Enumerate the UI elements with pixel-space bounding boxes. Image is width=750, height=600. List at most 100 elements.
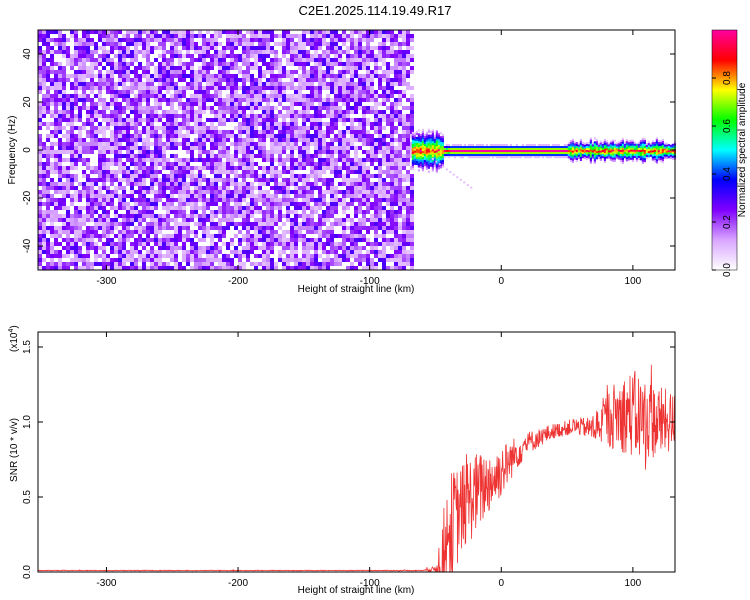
spectrogram-cell <box>342 70 346 74</box>
spectrogram-cell <box>378 190 382 194</box>
spectrogram-cell <box>110 42 114 46</box>
spectrogram-cell <box>358 158 362 162</box>
spectrogram-cell <box>274 198 278 202</box>
spectrogram-cell <box>78 126 82 130</box>
spectrogram-cell <box>214 182 218 186</box>
spectrogram-cell <box>90 78 94 82</box>
spectrogram-cell <box>214 82 218 86</box>
spectrogram-cell <box>238 102 242 106</box>
spectrogram-cell <box>214 78 218 82</box>
spectrogram-cell <box>178 34 182 38</box>
spectrogram-cell <box>394 238 398 242</box>
spectrogram-cell <box>310 66 314 70</box>
spectrogram-cell <box>378 114 382 118</box>
spectrogram-cell <box>258 234 262 238</box>
spectrogram-cell <box>110 34 114 38</box>
spectrogram-cell <box>46 98 50 102</box>
spectrogram-cell <box>398 254 402 258</box>
spectrogram-cell <box>306 94 310 98</box>
spectrogram-cell <box>342 42 346 46</box>
spectrogram-cell <box>258 230 262 234</box>
spectrogram-cell <box>250 170 254 174</box>
spectrogram-cell <box>42 186 46 190</box>
spectrogram-cell <box>455 154 458 157</box>
spectrogram-cell <box>406 42 410 46</box>
spectrogram-cell <box>110 82 114 86</box>
spectrogram-cell <box>234 74 238 78</box>
spectrogram-cell <box>421 147 424 150</box>
spectrogram-cell <box>86 94 90 98</box>
spectrogram-cell <box>286 134 290 138</box>
spectrogram-cell <box>410 202 414 206</box>
spectrogram-cell <box>222 150 226 154</box>
spectrogram-cell <box>354 150 358 154</box>
spectrogram-cell <box>378 170 382 174</box>
spectrogram-cell <box>334 242 338 246</box>
spectrogram-cell <box>90 38 94 42</box>
spectrogram-cell <box>326 42 330 46</box>
spectrogram-cell <box>431 129 434 132</box>
spectrogram-cell <box>437 133 440 136</box>
spectrogram-cell <box>50 166 54 170</box>
spectrogram-cell <box>122 206 126 210</box>
spectrogram-cell <box>42 58 46 62</box>
spectrogram-cell <box>134 118 138 122</box>
spectrogram-cell <box>114 218 118 222</box>
spectrogram-cell <box>346 62 350 66</box>
spectrogram-cell <box>433 146 436 150</box>
spectrogram-cell <box>423 142 426 145</box>
spectrogram-cell <box>122 266 126 270</box>
spectrogram-cell <box>158 98 162 102</box>
spectrogram-cell <box>314 70 318 74</box>
spectrogram-cell <box>342 30 346 34</box>
spectrogram-cell <box>425 151 428 154</box>
spectrogram-cell <box>226 62 230 66</box>
spectrogram-cell <box>102 106 106 110</box>
spectrogram-cell <box>334 46 338 50</box>
spectrogram-cell <box>218 198 222 202</box>
spectrogram-cell <box>230 262 234 266</box>
spectrogram-cell <box>278 126 282 130</box>
spectrogram-cell <box>330 66 334 70</box>
spectrogram-cell <box>246 94 250 98</box>
spectrogram-cell <box>198 258 202 262</box>
spectrogram-cell <box>346 174 350 178</box>
spectrogram-cell <box>110 130 114 134</box>
spectrogram-cell <box>378 242 382 246</box>
spectrogram-cell <box>314 266 318 270</box>
spectrogram-cell <box>106 54 110 58</box>
spectrogram-cell <box>435 146 438 149</box>
spectrogram-cell <box>238 150 242 154</box>
spectrogram-cell <box>182 190 186 194</box>
spectrogram-cell <box>354 58 358 62</box>
spectrogram-cell <box>366 98 370 102</box>
spectrogram-cell <box>46 102 50 106</box>
spectrogram-cell <box>98 166 102 170</box>
spectrogram-cell <box>222 162 226 166</box>
spectrogram-cell <box>419 158 422 161</box>
spectrogram-cell <box>246 138 250 142</box>
spectrogram-cell <box>158 46 162 50</box>
spectrogram-cell <box>406 150 410 154</box>
spectrogram-cell <box>142 86 146 90</box>
spectrogram-cell <box>214 254 218 258</box>
spectrogram-cell <box>82 98 86 102</box>
spectrogram-cell <box>390 238 394 242</box>
spectrogram-cell <box>314 182 318 186</box>
spectrogram-cell <box>90 74 94 78</box>
spectrogram-cell <box>106 198 110 202</box>
spectrogram-cell <box>286 166 290 170</box>
spectrogram-cell <box>338 98 342 102</box>
spectrogram-cell <box>411 161 414 165</box>
spectrogram-cell <box>62 206 66 210</box>
spectrogram-cell <box>58 94 62 98</box>
spectrogram-cell <box>427 130 430 133</box>
spectrogram-cell <box>122 106 126 110</box>
spectrogram-cell <box>130 90 134 94</box>
spectrogram-cell <box>366 82 370 86</box>
spectrogram-cell <box>358 182 362 186</box>
spectrogram-cell <box>254 234 258 238</box>
spectrogram-cell <box>242 142 246 146</box>
spectrogram-cell <box>154 198 158 202</box>
spectrogram-cell <box>410 266 414 270</box>
